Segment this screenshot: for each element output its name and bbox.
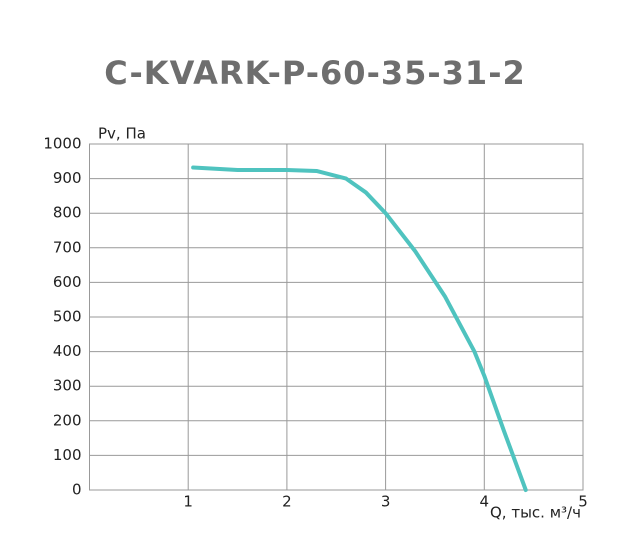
- line-series: [191, 165, 528, 492]
- x-tick-label: 2: [282, 493, 292, 511]
- x-tick-label: 5: [578, 493, 588, 511]
- x-tick-label: 3: [381, 493, 391, 511]
- y-axis-label: Pv, Па: [98, 125, 146, 143]
- x-axis-label: Q, тыс. м³/ч: [490, 504, 581, 522]
- y-tick-label: 200: [53, 411, 82, 429]
- chart-title: C-KVARK-P-60-35-31-2: [104, 54, 525, 92]
- y-tick-label: 1000: [43, 135, 81, 153]
- y-tick-label: 900: [53, 169, 82, 187]
- y-tick-label: 700: [53, 238, 82, 256]
- y-tick-label: 400: [53, 342, 82, 360]
- x-tick-label: 4: [480, 493, 490, 511]
- y-tick-label: 100: [53, 446, 82, 464]
- x-tick-label: 1: [183, 493, 193, 511]
- y-tick-label: 600: [53, 273, 82, 291]
- y-tick-label: 500: [53, 308, 82, 326]
- y-tick-label: 800: [53, 204, 82, 222]
- y-tick-label: 0: [72, 481, 82, 499]
- y-tick-label: 300: [53, 377, 82, 395]
